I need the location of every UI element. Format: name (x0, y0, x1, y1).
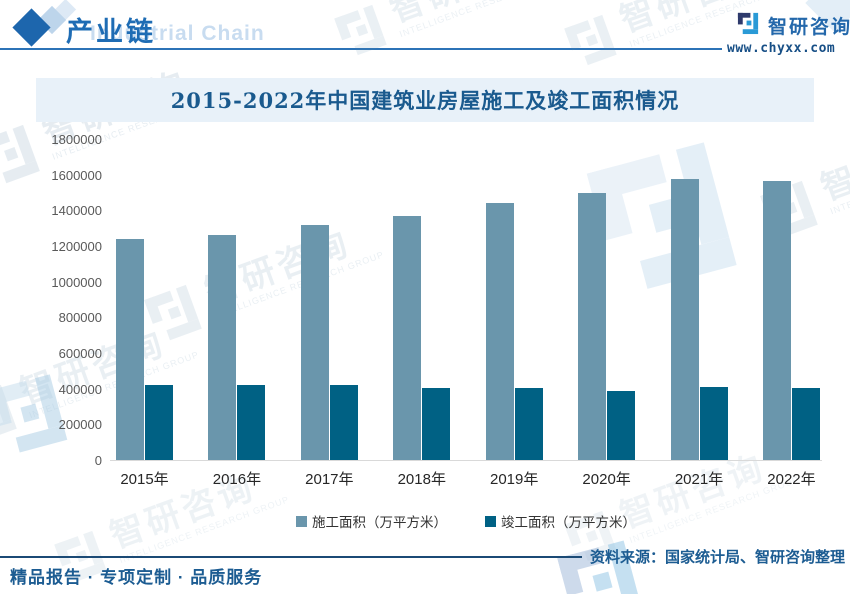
bar-group (670, 140, 728, 460)
brand-logo: 智研咨询 (736, 10, 850, 40)
bar-series-2 (791, 388, 820, 460)
bar-series-1 (485, 203, 514, 460)
bar-series-2 (422, 388, 451, 460)
x-tick-label: 2016年 (212, 471, 262, 488)
bar-group (393, 140, 451, 460)
y-tick-label: 1600000 (51, 167, 102, 183)
y-tick-label: 1800000 (51, 132, 102, 147)
brand-logo-icon (736, 10, 761, 40)
footer-divider (0, 555, 582, 558)
chart-title: 2015-2022年中国建筑业房屋施工及竣工面积情况 (170, 88, 680, 113)
legend-item: 施工面积（万平方米） (296, 511, 447, 531)
page-title-english: Industrial Chain (90, 22, 265, 45)
bar-series-1 (578, 193, 607, 460)
bar-group (762, 140, 820, 460)
bar-series-1 (670, 179, 699, 460)
bar-series-1 (762, 181, 791, 460)
y-tick-label: 200000 (58, 417, 102, 433)
y-tick-label: 1000000 (51, 274, 102, 290)
y-tick-label: 600000 (58, 346, 102, 361)
bar-series-2 (514, 388, 543, 460)
bar-series-2 (237, 385, 266, 460)
x-axis: 2015年 2016年 2017年 2018年 2019年 2020年 2021年 2022年 (110, 468, 822, 489)
y-tick-label: 800000 (58, 310, 102, 326)
bar-group (578, 140, 636, 460)
bar-group (485, 140, 543, 460)
bar-series-2 (607, 391, 636, 460)
bar-series-1 (208, 235, 237, 460)
footer: 资料来源：国家统计局、智研咨询整理 (0, 546, 845, 567)
x-tick-label: 2021年 (674, 471, 724, 488)
x-tick-label: 2017年 (305, 471, 354, 488)
legend-label: 竣工面积（万平方米） (501, 515, 636, 530)
source-text: 资料来源：国家统计局、智研咨询整理 (589, 549, 845, 566)
x-tick-label: 2020年 (582, 471, 631, 488)
x-tick-label: 2015年 (120, 471, 169, 488)
bar-series-1 (116, 239, 144, 460)
legend-item: 竣工面积（万平方米） (485, 511, 636, 531)
plot-area (110, 140, 822, 461)
legend-swatch (296, 515, 307, 527)
brand-url: www.chyxx.com (727, 41, 836, 56)
brand-name: 智研咨询 (768, 16, 850, 38)
y-tick-label: 400000 (58, 381, 102, 397)
legend-label: 施工面积（万平方米） (312, 515, 447, 530)
x-tick-label: 2022年 (767, 471, 816, 488)
bar-chart: 1800000 1600000 1400000 1200000 1000000 80000… (36, 130, 822, 550)
bar-series-1 (300, 225, 329, 460)
bar-group (300, 140, 358, 460)
y-tick-label: 1400000 (51, 203, 102, 219)
x-tick-label: 2019年 (490, 471, 539, 488)
legend: 施工面积（万平方米） 竣工面积（万平方米） (110, 511, 822, 531)
legend-swatch (485, 515, 496, 527)
x-tick-label: 2018年 (397, 471, 446, 488)
y-tick-label: 0 (94, 453, 102, 468)
page-title: 产业链 (66, 17, 156, 47)
bar-series-2 (699, 387, 728, 460)
bar-group (116, 140, 173, 460)
bar-series-2 (329, 385, 358, 460)
header-divider (0, 48, 722, 50)
bar-group (208, 140, 266, 460)
footer-tagline: 精品报告 · 专项定制 · 品质服务 (10, 568, 263, 587)
bar-series-1 (393, 216, 422, 460)
y-axis: 1800000 1600000 1400000 1200000 1000000 80000… (36, 132, 102, 468)
y-tick-label: 1200000 (51, 239, 102, 254)
chart-title-banner: 2015-2022年中国建筑业房屋施工及竣工面积情况 (36, 78, 814, 122)
bar-series-2 (145, 385, 173, 460)
